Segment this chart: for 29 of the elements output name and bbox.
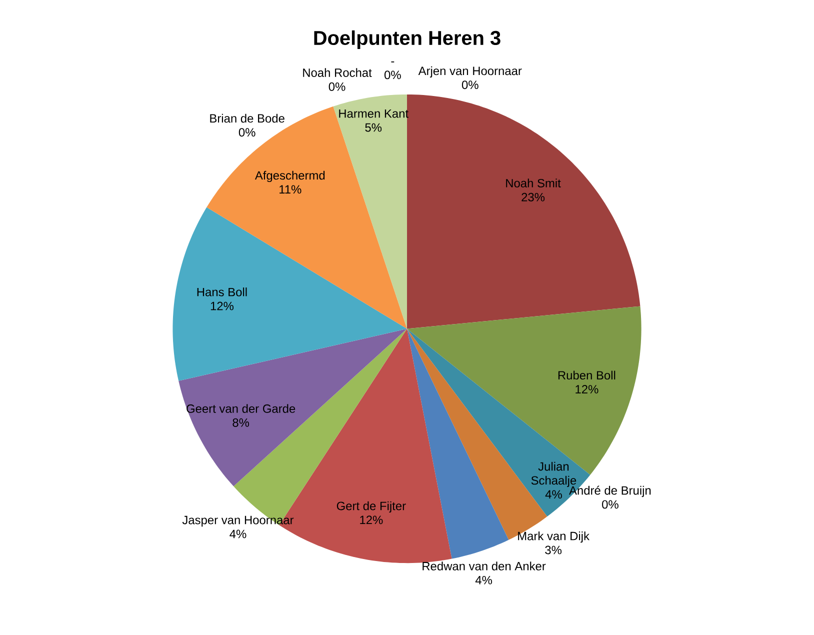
- data-label: 4%: [475, 576, 492, 584]
- data-label: 3%: [545, 546, 562, 554]
- data-label: 5%: [365, 123, 382, 132]
- text: 0%: [328, 82, 346, 91]
- slice-label: Hans Boll: [197, 288, 247, 296]
- data-label: 12%: [210, 302, 234, 310]
- text: 0%: [462, 80, 478, 90]
- slice-label: Afgeschermd: [254, 170, 325, 182]
- data-label: 12%: [576, 385, 598, 394]
- data-label: 8%: [232, 418, 250, 427]
- chart-title: Doelpunten Heren 3: [314, 30, 500, 50]
- data-label: 23%: [522, 192, 545, 202]
- slice-label: Noah Smit: [506, 178, 561, 188]
- data-label: 11%: [280, 185, 302, 194]
- slice-label: Mark van Dijk: [518, 532, 590, 543]
- text: 0%: [384, 70, 401, 80]
- data-label: 12%: [360, 516, 383, 524]
- data-label: 4%: [230, 530, 246, 538]
- data-label: 4%: [545, 490, 562, 499]
- slice-label: Julian Schaalje: [531, 462, 576, 488]
- slice-label: Gert de Fijter: [336, 501, 406, 513]
- category-label: Arjen van Hoornaar: [418, 66, 522, 78]
- slice-label: Redwan van den Anker: [422, 562, 546, 570]
- category-label: Brian de Bode: [210, 114, 284, 123]
- category-label: Noah Rochat: [303, 68, 372, 78]
- text: 0%: [602, 500, 618, 509]
- slice-label: Geert van der Garde: [186, 404, 296, 413]
- text: 0%: [238, 128, 256, 137]
- slice-label: Ruben Boll: [558, 370, 616, 380]
